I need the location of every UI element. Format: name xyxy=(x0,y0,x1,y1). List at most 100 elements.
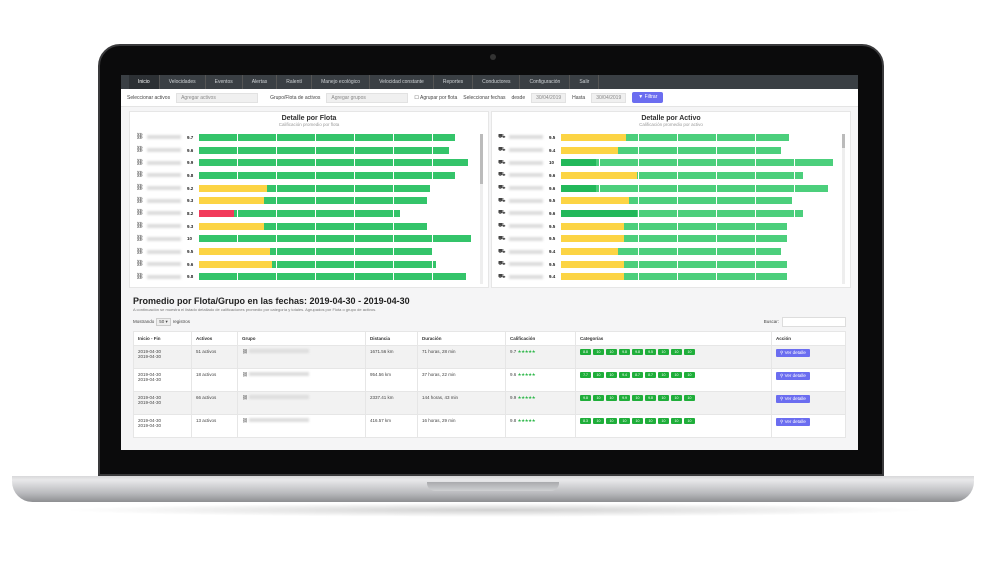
search-input[interactable] xyxy=(782,317,846,327)
page-size-select[interactable]: 50 ▾ xyxy=(156,318,171,326)
bar[interactable] xyxy=(561,197,793,205)
bar-segment xyxy=(561,197,629,205)
category-badge: 10 xyxy=(671,372,682,378)
nav-tab[interactable]: Velocidad constante xyxy=(370,75,434,89)
bar[interactable] xyxy=(561,159,833,167)
bar[interactable] xyxy=(199,171,455,179)
bar[interactable] xyxy=(561,235,787,243)
column-header[interactable]: Calificación xyxy=(505,331,576,346)
category-badge: 10 xyxy=(658,349,669,355)
bar[interactable] xyxy=(561,248,782,256)
fleet-icon: ⛓ xyxy=(136,223,144,230)
column-header[interactable]: Grupo xyxy=(237,331,366,346)
bar-segment xyxy=(199,248,270,256)
group-by-fleet-checkbox[interactable]: ☐ Agrupar por flota xyxy=(414,94,458,101)
category-badge: 10 xyxy=(684,372,695,378)
bar[interactable] xyxy=(199,235,471,243)
category-badge: 10 xyxy=(658,395,669,401)
bar[interactable] xyxy=(561,209,804,217)
bar[interactable] xyxy=(561,184,828,192)
chart-row: ⛟ 9.4 xyxy=(492,144,850,157)
scrollbar[interactable] xyxy=(842,134,845,284)
nav-tab[interactable]: Ralentí xyxy=(277,75,313,89)
nav-tab[interactable]: Velocidades xyxy=(160,75,206,89)
chart-row: ⛟ 9.5 xyxy=(492,233,850,246)
category-badge: 10 xyxy=(684,395,695,401)
bar[interactable] xyxy=(561,260,787,268)
bar[interactable] xyxy=(561,171,804,179)
group-icon: ⛓ xyxy=(242,349,248,354)
bar[interactable] xyxy=(199,197,428,205)
start-date: 2019-04-30 xyxy=(138,395,162,400)
to-label: Hasta xyxy=(572,94,586,101)
chart-row: ⛓ 10 xyxy=(130,233,488,246)
category-badge: 9.8 xyxy=(580,395,591,401)
duration: 144 horas, 43 min xyxy=(417,391,506,415)
bar-segment xyxy=(199,184,267,192)
bar-value-label: 9.5 xyxy=(549,236,556,242)
nav-tab[interactable]: Eventos xyxy=(206,75,243,89)
category-badge: 9.9 xyxy=(619,395,630,401)
truck-icon: ⛟ xyxy=(498,172,506,179)
bar-value-label: 9.6 xyxy=(187,261,194,267)
duration: 37 horas, 22 min xyxy=(417,368,506,392)
bar[interactable] xyxy=(561,133,790,141)
nav-tab[interactable]: Alertas xyxy=(243,75,278,89)
assets-count: 13 activos xyxy=(191,414,238,438)
column-header[interactable]: Categorías xyxy=(575,331,772,346)
select-dates-label: Seleccionar fechas xyxy=(463,94,506,101)
column-header[interactable]: Inicio - Fin xyxy=(133,331,192,346)
bar[interactable] xyxy=(561,146,782,154)
bar[interactable] xyxy=(199,273,466,281)
nav-tab[interactable]: Configuración xyxy=(520,75,571,89)
fleet-icon: ⛓ xyxy=(136,185,144,192)
nav-tab[interactable]: Salir xyxy=(570,75,600,89)
category-badge: 10 xyxy=(658,418,669,424)
chart-row: ⛓ 9.5 xyxy=(130,245,488,258)
view-detail-button[interactable]: ⚲ Ver detalle xyxy=(776,418,810,426)
group-icon: ⛓ xyxy=(242,418,248,423)
bar[interactable] xyxy=(561,273,787,281)
redacted-name xyxy=(147,236,181,241)
search-icon: ⚲ xyxy=(780,396,784,401)
column-header[interactable]: Duración xyxy=(417,331,506,346)
redacted-name xyxy=(509,236,543,241)
chart-row: ⛟ 9.5 xyxy=(492,194,850,207)
bar-segment xyxy=(561,133,627,141)
nav-tab[interactable]: Reportes xyxy=(434,75,474,89)
bar[interactable] xyxy=(199,209,401,217)
filter-button[interactable]: ▼ Filtrar xyxy=(632,92,664,103)
category-badge: 8.7 xyxy=(632,372,643,378)
bar[interactable] xyxy=(199,159,469,167)
scrollbar[interactable] xyxy=(480,134,483,284)
groups-input[interactable]: Agregar grupos xyxy=(326,92,409,103)
bar-segment xyxy=(199,222,265,230)
bar[interactable] xyxy=(199,222,428,230)
column-header[interactable]: Acción xyxy=(771,331,846,346)
nav-tab[interactable]: Manejo ecológico xyxy=(312,75,371,89)
nav-tab[interactable]: Inicio xyxy=(129,75,160,89)
redacted-name xyxy=(147,148,181,153)
bar[interactable] xyxy=(199,184,431,192)
to-date-input[interactable]: 30/04/2019 xyxy=(591,92,627,103)
view-detail-button[interactable]: ⚲ Ver detalle xyxy=(776,395,810,403)
column-header[interactable]: Distancia xyxy=(365,331,418,346)
view-detail-button[interactable]: ⚲ Ver detalle xyxy=(776,372,810,380)
column-header[interactable]: Activos xyxy=(191,331,238,346)
view-detail-button[interactable]: ⚲ Ver detalle xyxy=(776,349,810,357)
laptop-base xyxy=(12,480,974,502)
end-date: 2019-04-30 xyxy=(138,354,162,359)
bar[interactable] xyxy=(199,146,450,154)
assets-input[interactable]: Agregar activos xyxy=(176,92,259,103)
bar-segment xyxy=(561,159,597,167)
nav-tab[interactable]: Conductores xyxy=(473,75,521,89)
bar-value-label: 9.6 xyxy=(549,185,556,191)
chart-row: ⛓ 9.6 xyxy=(130,144,488,157)
from-date-input[interactable]: 30/04/2019 xyxy=(531,92,567,103)
bar[interactable] xyxy=(199,260,436,268)
redacted-name xyxy=(509,173,543,178)
bar[interactable] xyxy=(199,133,455,141)
end-date: 2019-04-30 xyxy=(138,400,162,405)
bar[interactable] xyxy=(561,222,787,230)
bar[interactable] xyxy=(199,248,433,256)
